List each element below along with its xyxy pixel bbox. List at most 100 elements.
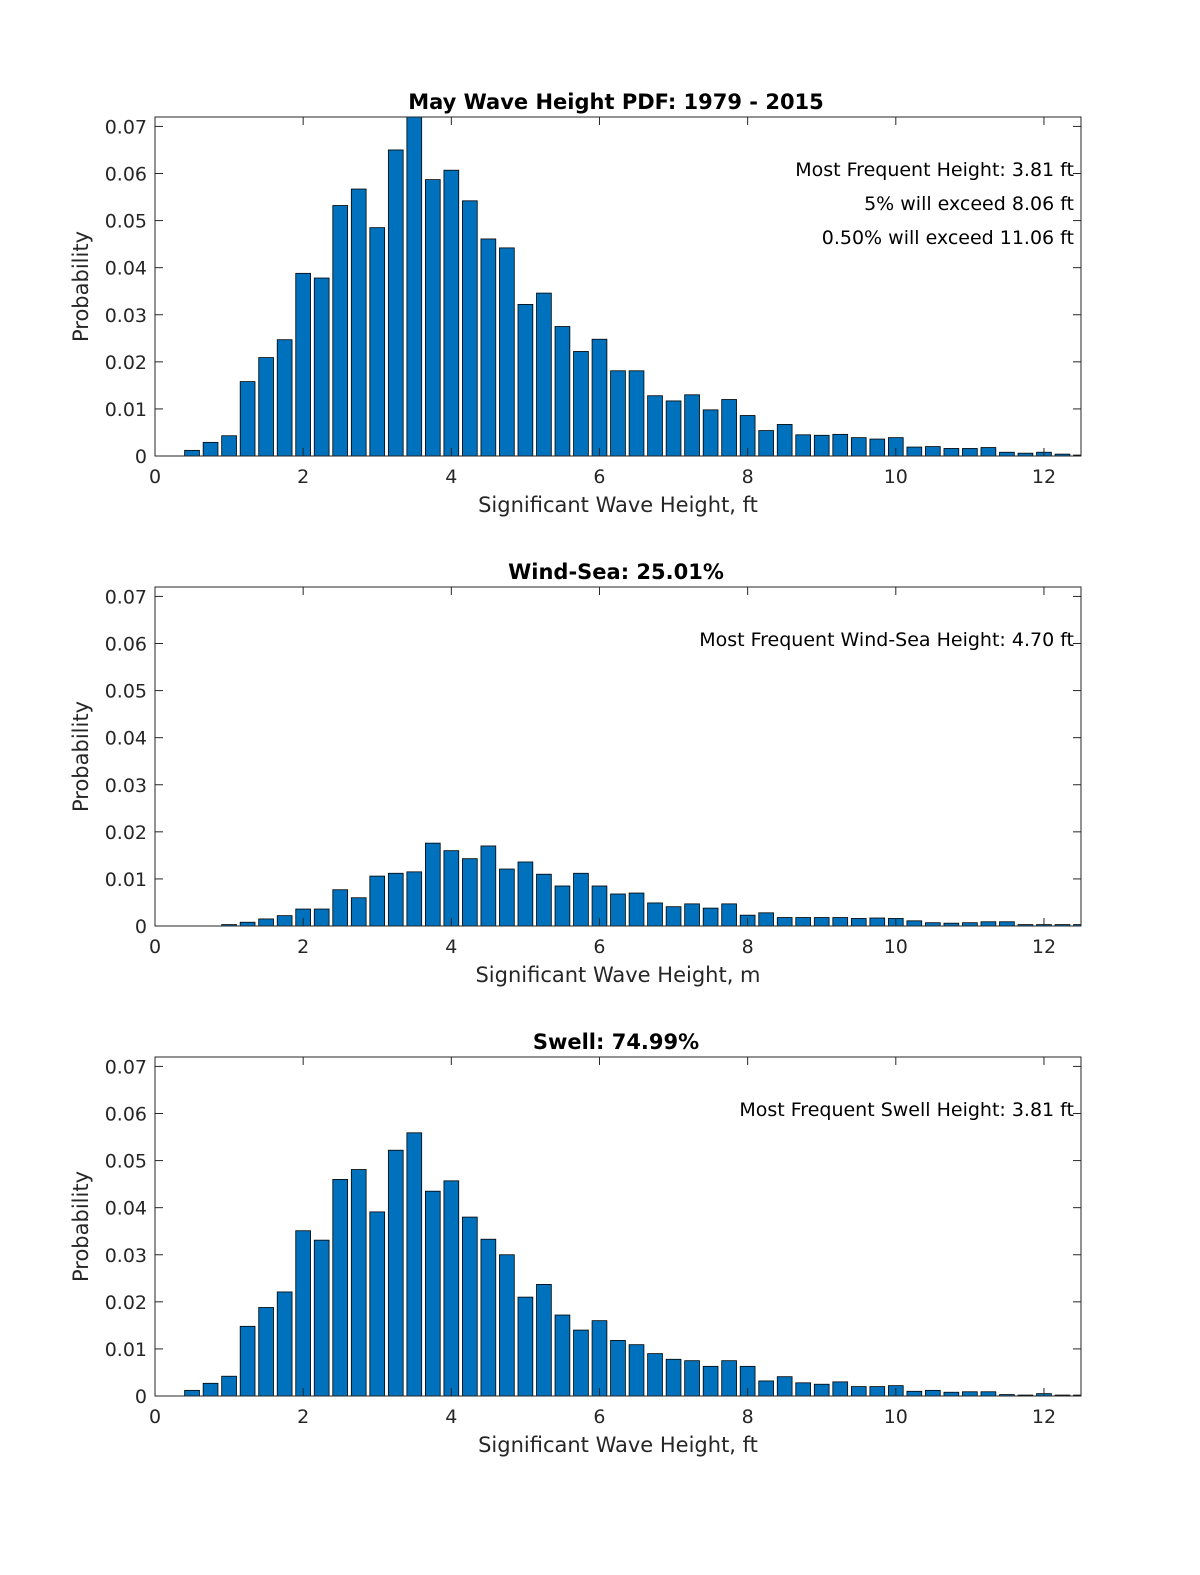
x-tick-label: 10 — [884, 1406, 908, 1428]
bar — [536, 1284, 552, 1397]
x-tick-label: 8 — [742, 936, 754, 958]
y-tick-label: 0.07 — [105, 586, 147, 608]
y-tick-label: 0.03 — [105, 305, 147, 327]
bar — [295, 272, 311, 457]
x-tick-label: 10 — [884, 936, 908, 958]
bar — [850, 437, 867, 457]
x-tick-label: 4 — [445, 1406, 457, 1428]
bar — [536, 873, 552, 927]
bar — [480, 238, 497, 457]
bar — [758, 430, 774, 457]
bar — [462, 200, 478, 457]
y-tick-label: 0.04 — [105, 258, 147, 280]
bar — [906, 920, 923, 927]
bar — [424, 179, 441, 457]
x-tick-label: 2 — [297, 1406, 309, 1428]
x-tick-label: 2 — [297, 466, 309, 488]
bar — [276, 339, 293, 457]
bar — [591, 1320, 608, 1397]
bar — [350, 1169, 367, 1397]
bar — [628, 1344, 645, 1397]
y-tick-label: 0.05 — [105, 1151, 147, 1173]
bar — [350, 188, 367, 457]
bar — [684, 394, 700, 457]
bar — [702, 1365, 719, 1397]
x-tick-label: 0 — [149, 466, 161, 488]
x-axis-label: Significant Wave Height, ft — [478, 493, 758, 517]
bar — [184, 1389, 200, 1397]
bar — [758, 1380, 774, 1397]
bar — [184, 449, 200, 457]
bar — [610, 370, 626, 457]
bar — [369, 227, 386, 457]
y-tick-label: 0.02 — [105, 822, 147, 844]
y-tick-label: 0.02 — [105, 1292, 147, 1314]
bar — [647, 1353, 663, 1397]
x-tick-label: 6 — [593, 1406, 605, 1428]
axes-box — [154, 586, 1082, 927]
bar — [332, 1179, 349, 1397]
y-axis-label: Probability — [69, 701, 93, 812]
bar — [387, 1149, 404, 1397]
bar — [628, 370, 645, 457]
bar — [480, 1238, 497, 1397]
bar — [980, 447, 997, 457]
bar — [554, 326, 571, 457]
bar — [906, 1390, 923, 1397]
bar — [573, 1329, 589, 1397]
bar — [906, 446, 923, 457]
y-tick-label: 0.05 — [105, 211, 147, 233]
bar — [332, 889, 349, 927]
bar — [665, 400, 682, 457]
bar — [665, 1358, 682, 1397]
y-tick-label: 0.01 — [105, 869, 147, 891]
bar — [554, 885, 571, 927]
bar — [776, 917, 793, 927]
y-axis-label: Probability — [69, 231, 93, 342]
x-axis-label: Significant Wave Height, ft — [478, 1433, 758, 1457]
x-tick-label: 2 — [297, 936, 309, 958]
bar — [591, 338, 608, 457]
bar — [999, 451, 1015, 457]
bar — [499, 1254, 515, 1397]
bar — [517, 861, 534, 927]
axes-box — [154, 116, 1082, 457]
bar — [684, 1360, 700, 1397]
y-tick-label: 0.07 — [105, 1056, 147, 1078]
y-tick-label: 0.07 — [105, 116, 147, 138]
bar — [221, 1375, 237, 1397]
x-tick-label: 8 — [742, 466, 754, 488]
bar — [462, 858, 478, 927]
y-tick-label: 0 — [135, 1386, 147, 1408]
bar — [517, 303, 534, 457]
bar — [369, 1211, 386, 1397]
x-axis-label: Significant Wave Height, m — [475, 963, 760, 987]
bar — [943, 1391, 960, 1397]
bar — [850, 918, 867, 927]
bar — [369, 875, 386, 927]
x-tick-label: 6 — [593, 466, 605, 488]
bar — [702, 907, 719, 927]
chart-title: Wind-Sea: 25.01% — [508, 560, 724, 584]
annotation: Most Frequent Swell Height: 3.81 ft — [739, 1099, 1074, 1121]
bar — [202, 1382, 219, 1397]
bar — [962, 1391, 978, 1397]
axes-box — [154, 1056, 1082, 1397]
bar — [813, 1383, 830, 1397]
bar — [443, 169, 460, 457]
bar — [276, 1291, 293, 1397]
y-tick-label: 0.06 — [105, 634, 147, 656]
y-axis-label: Probability — [69, 1171, 93, 1282]
bar — [424, 842, 441, 927]
annotation: Most Frequent Height: 3.81 ft — [795, 159, 1074, 181]
y-tick-label: 0 — [135, 446, 147, 468]
x-tick-label: 4 — [445, 936, 457, 958]
y-tick-label: 0.02 — [105, 352, 147, 374]
y-tick-label: 0.01 — [105, 399, 147, 421]
x-tick-label: 4 — [445, 466, 457, 488]
bar — [313, 908, 330, 927]
y-tick-label: 0.04 — [105, 728, 147, 750]
bar — [258, 918, 274, 927]
bar — [795, 434, 812, 457]
